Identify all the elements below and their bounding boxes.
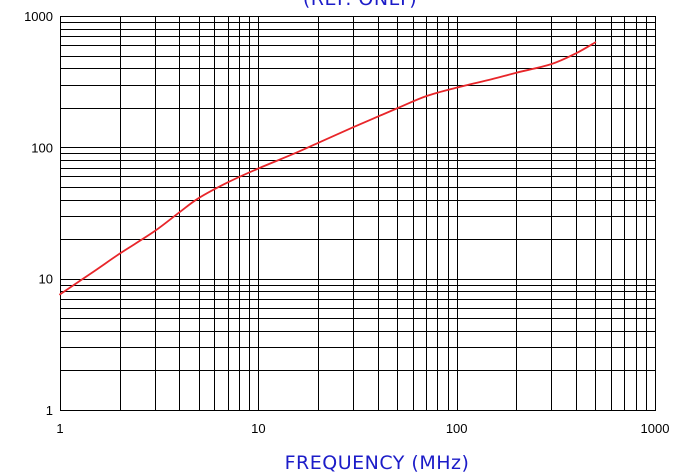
chart-title: (REF. ONLY) <box>303 0 417 10</box>
x-tick-label: 10 <box>251 421 265 436</box>
plot-frame <box>59 15 657 412</box>
y-tick-label: 1 <box>46 403 53 418</box>
x-tick-label: 1000 <box>641 421 670 436</box>
y-tick-label: 10 <box>39 272 53 287</box>
series-line <box>59 41 597 296</box>
x-axis-label: FREQUENCY (MHz) <box>285 452 470 472</box>
tick-labels: 1 10 100 1000 1 10 100 1000 <box>24 9 669 436</box>
x-tick-label: 1 <box>56 421 63 436</box>
grid <box>60 16 655 411</box>
y-tick-label: 100 <box>31 140 53 155</box>
x-tick-label: 100 <box>446 421 468 436</box>
series-group <box>59 41 597 296</box>
y-tick-label: 1000 <box>24 9 53 24</box>
